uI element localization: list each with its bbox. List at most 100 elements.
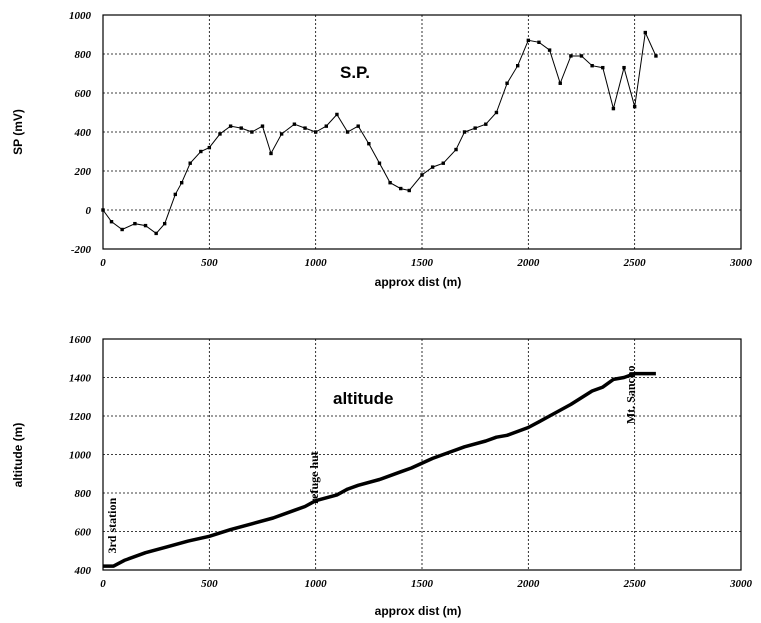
data-point <box>133 221 137 226</box>
x-tick-label: 2500 <box>623 257 647 269</box>
x-tick-label: 0 <box>100 257 106 269</box>
data-point <box>526 38 531 43</box>
sp-series-points <box>101 30 658 236</box>
sp-grid <box>103 15 741 249</box>
sp-y-ticks: -200 0 200 400 600 800 1000 <box>69 10 92 256</box>
y-tick-label: 400 <box>74 565 92 577</box>
data-point <box>547 48 552 52</box>
altitude-chart: 0 500 1000 1500 2000 2500 3000 400 600 800 1000 12… <box>11 334 753 618</box>
data-point <box>303 126 307 130</box>
altitude-series-line <box>103 371 656 568</box>
data-point <box>462 130 467 134</box>
data-point <box>632 104 637 109</box>
altitude-annotations: 3rd station refuge hut Mt. Sancho <box>105 365 638 553</box>
y-tick-label: 1400 <box>69 373 92 385</box>
data-point <box>239 126 243 130</box>
data-point <box>622 65 626 70</box>
data-point <box>454 147 458 152</box>
annotation-label: Mt. Sancho <box>624 365 638 424</box>
data-point <box>199 149 203 154</box>
data-point <box>279 132 284 136</box>
data-point <box>484 122 488 126</box>
y-tick-label: 800 <box>75 488 92 500</box>
data-point <box>505 81 509 85</box>
altitude-y-ticks: 400 600 800 1000 1200 1400 1600 <box>69 334 92 577</box>
sp-series-line <box>102 30 657 235</box>
y-tick-label: -200 <box>71 244 92 256</box>
altitude-x-ticks: 0 500 1000 1500 2000 2500 3000 <box>100 578 752 590</box>
x-tick-label: 500 <box>201 257 218 269</box>
data-point <box>367 142 371 146</box>
data-point <box>441 161 445 165</box>
y-tick-label: 0 <box>86 205 92 217</box>
data-point <box>388 181 392 185</box>
data-point <box>399 186 403 191</box>
x-tick-label: 3000 <box>729 257 753 269</box>
sp-y-axis-label: SP (mV) <box>11 109 25 155</box>
x-tick-label: 1500 <box>411 578 434 590</box>
data-point <box>154 231 158 236</box>
x-tick-label: 0 <box>100 578 106 590</box>
annotation-label: 3rd station <box>105 498 119 554</box>
data-point <box>250 130 254 134</box>
x-tick-label: 1500 <box>411 257 434 269</box>
data-point <box>494 110 499 115</box>
data-point <box>420 173 424 177</box>
data-point <box>292 122 297 126</box>
data-point <box>430 165 435 169</box>
y-tick-label: 1200 <box>69 411 92 423</box>
data-point <box>473 126 477 130</box>
data-point <box>356 124 360 128</box>
data-point <box>516 64 520 68</box>
data-point <box>101 208 105 212</box>
data-point <box>335 112 339 117</box>
y-tick-label: 600 <box>75 88 92 100</box>
data-point <box>109 220 114 224</box>
x-tick-label: 1000 <box>305 578 328 590</box>
data-point <box>558 81 562 85</box>
x-tick-label: 2000 <box>516 578 540 590</box>
data-point <box>324 124 328 128</box>
data-point <box>579 54 584 58</box>
data-point <box>162 221 167 226</box>
data-point <box>120 227 124 232</box>
sp-inner-label: S.P. <box>340 63 370 82</box>
data-point <box>643 30 647 35</box>
data-point <box>228 124 233 128</box>
x-tick-label: 500 <box>201 578 218 590</box>
data-point <box>601 65 605 70</box>
data-point <box>590 64 594 68</box>
sp-chart: 0 500 1000 1500 2000 2500 3000 -200 0 200 400 600 8… <box>11 10 753 289</box>
data-point <box>611 106 616 111</box>
y-tick-label: 800 <box>75 49 92 61</box>
y-tick-label: 600 <box>75 527 92 539</box>
altitude-grid <box>103 339 741 570</box>
data-point <box>377 161 382 165</box>
y-tick-label: 1000 <box>69 450 92 462</box>
x-tick-label: 1000 <box>305 257 328 269</box>
y-tick-label: 1600 <box>69 334 92 346</box>
data-point <box>218 132 222 136</box>
data-point <box>188 161 192 165</box>
data-point <box>207 145 212 150</box>
data-point <box>537 40 541 44</box>
altitude-y-axis-label: altitude (m) <box>11 423 25 488</box>
sp-x-ticks: 0 500 1000 1500 2000 2500 3000 <box>100 257 752 269</box>
x-tick-label: 2500 <box>623 578 647 590</box>
data-point <box>345 130 350 134</box>
data-point <box>313 130 318 134</box>
data-point <box>407 188 411 193</box>
x-tick-label: 3000 <box>729 578 753 590</box>
y-tick-label: 400 <box>74 127 92 139</box>
altitude-x-axis-label: approx dist (m) <box>375 604 462 618</box>
y-tick-label: 200 <box>74 166 92 178</box>
altitude-inner-label: altitude <box>333 389 393 408</box>
data-point <box>179 181 184 185</box>
data-point <box>654 54 658 58</box>
data-point <box>143 223 148 228</box>
data-point <box>569 54 573 58</box>
data-point <box>269 151 273 156</box>
x-tick-label: 2000 <box>516 257 540 269</box>
y-tick-label: 1000 <box>69 10 92 22</box>
